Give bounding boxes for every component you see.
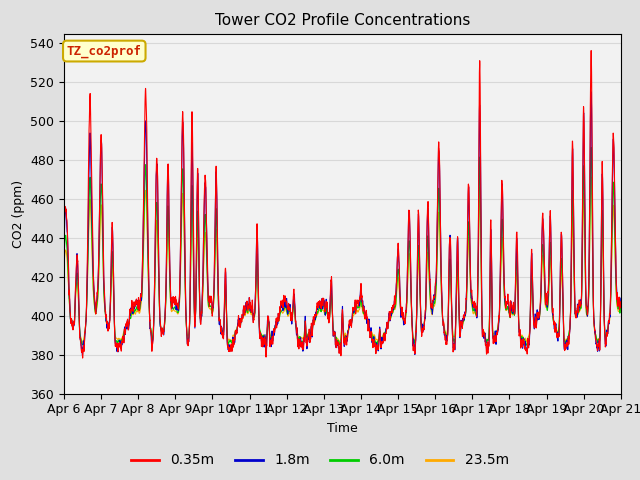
23.5m [617, 307, 625, 313]
6.0m [372, 342, 380, 348]
1.8m [617, 298, 625, 303]
23.5m [397, 310, 404, 315]
6.0m [588, 144, 595, 150]
0.35m [180, 128, 188, 134]
0.35m [79, 355, 86, 361]
1.8m [60, 233, 68, 239]
23.5m [564, 334, 572, 339]
Line: 1.8m: 1.8m [64, 92, 621, 355]
23.5m [60, 259, 68, 264]
23.5m [180, 202, 188, 207]
Text: TZ_co2prof: TZ_co2prof [67, 44, 142, 58]
6.0m [60, 253, 68, 259]
23.5m [406, 278, 414, 284]
6.0m [397, 310, 404, 315]
1.8m [79, 352, 86, 358]
23.5m [79, 340, 86, 346]
0.35m [216, 317, 223, 323]
23.5m [617, 307, 625, 313]
0.35m [397, 304, 404, 310]
1.8m [216, 317, 223, 323]
Title: Tower CO2 Profile Concentrations: Tower CO2 Profile Concentrations [214, 13, 470, 28]
0.35m [617, 301, 625, 307]
1.8m [406, 262, 414, 268]
23.5m [216, 318, 223, 324]
6.0m [617, 304, 625, 310]
Y-axis label: CO2 (ppm): CO2 (ppm) [12, 180, 25, 248]
Line: 23.5m: 23.5m [64, 177, 621, 343]
1.8m [564, 338, 572, 344]
6.0m [617, 304, 625, 310]
0.35m [60, 221, 68, 227]
1.8m [588, 89, 595, 95]
23.5m [588, 174, 595, 180]
1.8m [180, 138, 188, 144]
Legend: 0.35m, 1.8m, 6.0m, 23.5m: 0.35m, 1.8m, 6.0m, 23.5m [125, 448, 515, 473]
1.8m [397, 313, 404, 319]
0.35m [617, 299, 625, 304]
6.0m [216, 319, 223, 325]
0.35m [588, 48, 595, 53]
0.35m [564, 338, 572, 344]
6.0m [406, 273, 414, 278]
6.0m [564, 336, 572, 342]
0.35m [406, 258, 414, 264]
6.0m [179, 174, 187, 180]
1.8m [617, 295, 625, 301]
Line: 0.35m: 0.35m [64, 50, 621, 358]
Line: 6.0m: 6.0m [64, 147, 621, 345]
X-axis label: Time: Time [327, 422, 358, 435]
